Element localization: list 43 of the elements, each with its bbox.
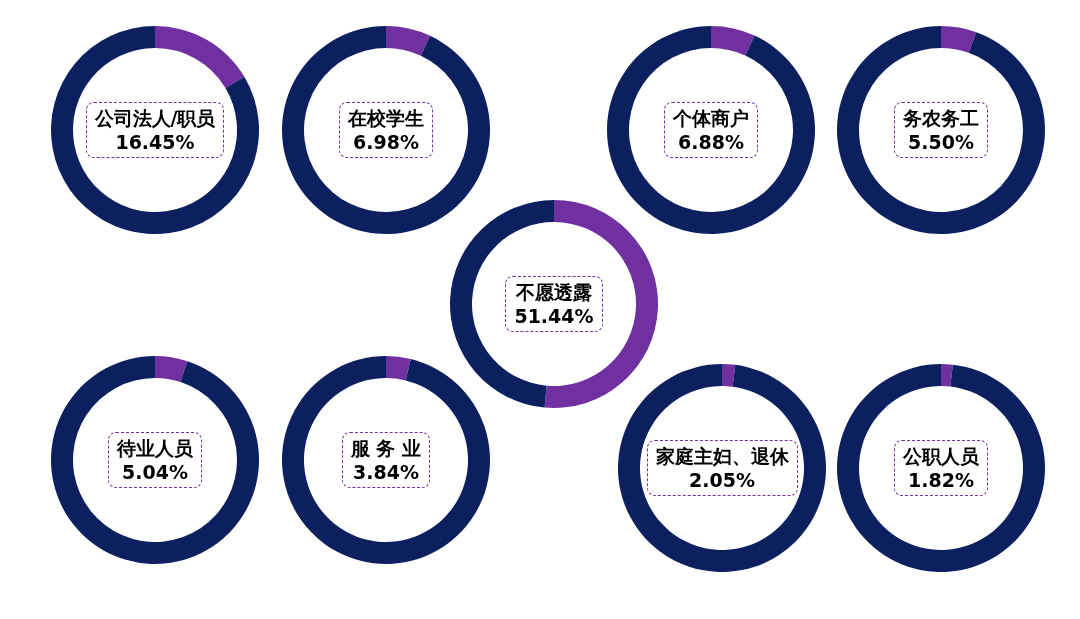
donut-slice [837, 364, 1045, 572]
data-label: 16.45% [114, 130, 196, 154]
data-label: 5.50% [907, 130, 975, 154]
donut-slice [51, 356, 259, 564]
data-label: 2.05% [688, 468, 756, 492]
label-frame: 公职人员 1.82% [894, 440, 988, 496]
slice-label: 服 务 业 [350, 436, 422, 460]
data-label: 6.98% [352, 130, 420, 154]
donut-slice [386, 26, 431, 56]
donut-slice [941, 364, 953, 387]
data-label: 5.04% [121, 460, 189, 484]
donut-slice [607, 26, 815, 234]
data-label: 6.88% [677, 130, 745, 154]
donut-slice [711, 26, 755, 56]
slice-label: 公职人员 [903, 444, 979, 468]
donut-slice [837, 26, 1045, 234]
slice-label: 公司法人/职员 [94, 106, 216, 130]
label-frame: 公司法人/职员 16.45% [85, 102, 225, 158]
slice-label: 家庭主妇、退休 [655, 444, 789, 468]
donut-slice [941, 26, 977, 53]
donut-slice [282, 356, 490, 564]
slice-label: 务农务工 [903, 106, 979, 130]
donut-slice [51, 26, 259, 234]
label-frame: 家庭主妇、退休 2.05% [646, 440, 798, 496]
donut-slice [618, 364, 826, 572]
label-frame: 个体商户 6.88% [664, 102, 758, 158]
data-label: 3.84% [352, 460, 420, 484]
slice-label: 待业人员 [117, 436, 193, 460]
slice-label: 个体商户 [673, 106, 749, 130]
data-label: 1.82% [907, 468, 975, 492]
donut-slice [155, 356, 188, 383]
donut-slice [155, 26, 245, 89]
donut-slice [386, 356, 411, 381]
donut-slice [282, 26, 490, 234]
label-frame: 在校学生 6.98% [339, 102, 433, 158]
donut-slice [722, 364, 736, 387]
data-label: 51.44% [514, 304, 594, 328]
label-frame: 待业人员 5.04% [108, 432, 202, 488]
label-frame: 不愿透露 51.44% [505, 276, 603, 332]
slice-label: 不愿透露 [515, 280, 593, 304]
slice-label: 在校学生 [348, 106, 424, 130]
label-frame: 服 务 业 3.84% [341, 432, 431, 488]
label-frame: 务农务工 5.50% [894, 102, 988, 158]
